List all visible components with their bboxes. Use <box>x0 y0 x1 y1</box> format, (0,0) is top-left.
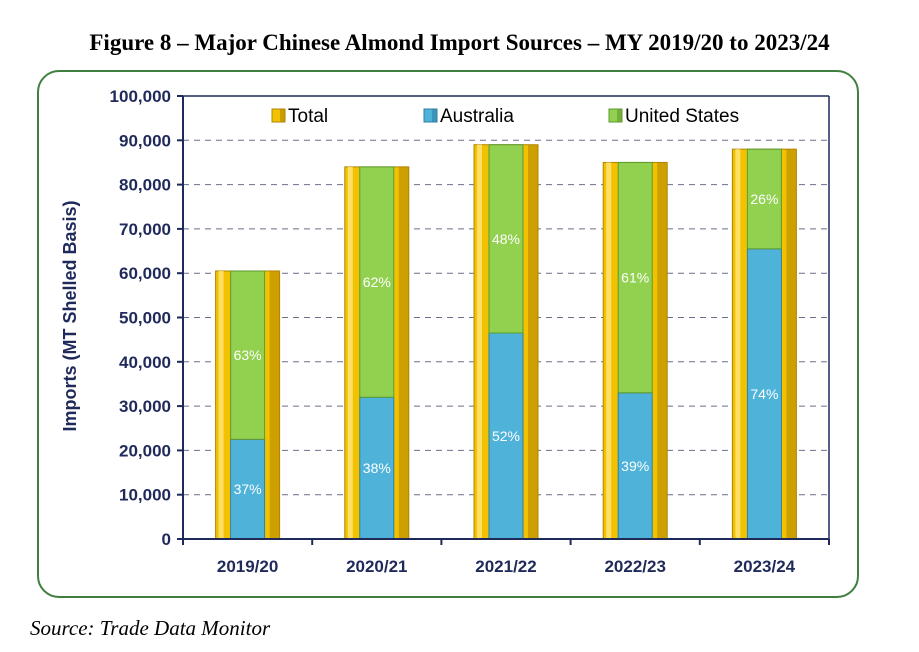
data-label-united-states: 63% <box>234 347 262 363</box>
data-label-united-states: 48% <box>492 231 520 247</box>
legend-label: United States <box>625 106 739 127</box>
bar-australia <box>746 248 782 540</box>
data-label-australia: 74% <box>750 386 778 402</box>
bar-total-shade <box>657 162 668 539</box>
legend: Total Australia United States <box>271 106 739 127</box>
bar-united-states <box>359 166 395 398</box>
legend-label: Total <box>288 106 328 127</box>
bar-total-highlight <box>347 166 353 539</box>
bar-total-highlight <box>218 270 224 539</box>
y-tick-label: 40,000 <box>119 353 171 372</box>
y-tick-label: 30,000 <box>119 397 171 416</box>
x-tick-label: 2019/20 <box>217 557 278 576</box>
axes: 0 10,000 20,000 30,000 40,000 50,000 60,000 70,… <box>110 87 830 576</box>
x-tick-label: 2023/24 <box>734 557 796 576</box>
bar-total-shade <box>398 166 409 539</box>
bar-total-highlight <box>735 149 741 539</box>
bars: 37% 63% 38% 62% 52% 48% 39% 61% 74% 26% <box>215 144 797 540</box>
y-tick-label: 10,000 <box>119 486 171 505</box>
x-tick-label: 2020/21 <box>346 557 407 576</box>
y-tick-label: 100,000 <box>110 87 171 106</box>
bar-total-highlight <box>477 144 482 540</box>
legend-swatch-shade <box>432 109 437 122</box>
data-label-australia: 38% <box>363 460 391 476</box>
legend-label: Australia <box>440 106 514 127</box>
chart-frame <box>37 70 859 598</box>
y-tick-label: 20,000 <box>119 441 171 460</box>
data-label-australia: 39% <box>621 458 649 474</box>
source-note: Source: Trade Data Monitor <box>30 616 271 640</box>
bar-total-highlight <box>606 162 612 539</box>
data-label-australia: 37% <box>234 481 262 497</box>
bar-united-states <box>230 270 266 440</box>
bar-australia <box>359 396 395 540</box>
bar-total-shade <box>786 149 797 539</box>
y-tick-label: 90,000 <box>119 131 171 150</box>
y-tick-label: 0 <box>162 530 171 549</box>
y-tick-label: 50,000 <box>119 309 171 328</box>
figure-title: Figure 8 – Major Chinese Almond Import S… <box>89 30 830 55</box>
bar-total-shade <box>269 270 280 539</box>
y-tick-label: 80,000 <box>119 176 171 195</box>
data-label-united-states: 62% <box>363 274 391 290</box>
legend-swatch-shade <box>617 109 622 122</box>
bar-united-states <box>746 148 782 250</box>
y-tick-label: 70,000 <box>119 220 171 239</box>
bar-australia <box>230 438 266 540</box>
data-label-australia: 52% <box>492 428 520 444</box>
bar-united-states <box>488 144 524 334</box>
bar-australia <box>617 392 653 540</box>
x-tick-label: 2022/23 <box>604 557 665 576</box>
y-tick-label: 60,000 <box>119 264 171 283</box>
y-axis-label: Imports (MT Shelled Basis) <box>60 200 80 431</box>
x-tick-label: 2021/22 <box>475 557 536 576</box>
data-label-united-states: 61% <box>621 270 649 286</box>
bar-total-shade <box>528 144 538 540</box>
data-label-united-states: 26% <box>750 191 778 207</box>
legend-swatch-shade <box>280 109 285 122</box>
bar-united-states <box>617 161 653 394</box>
